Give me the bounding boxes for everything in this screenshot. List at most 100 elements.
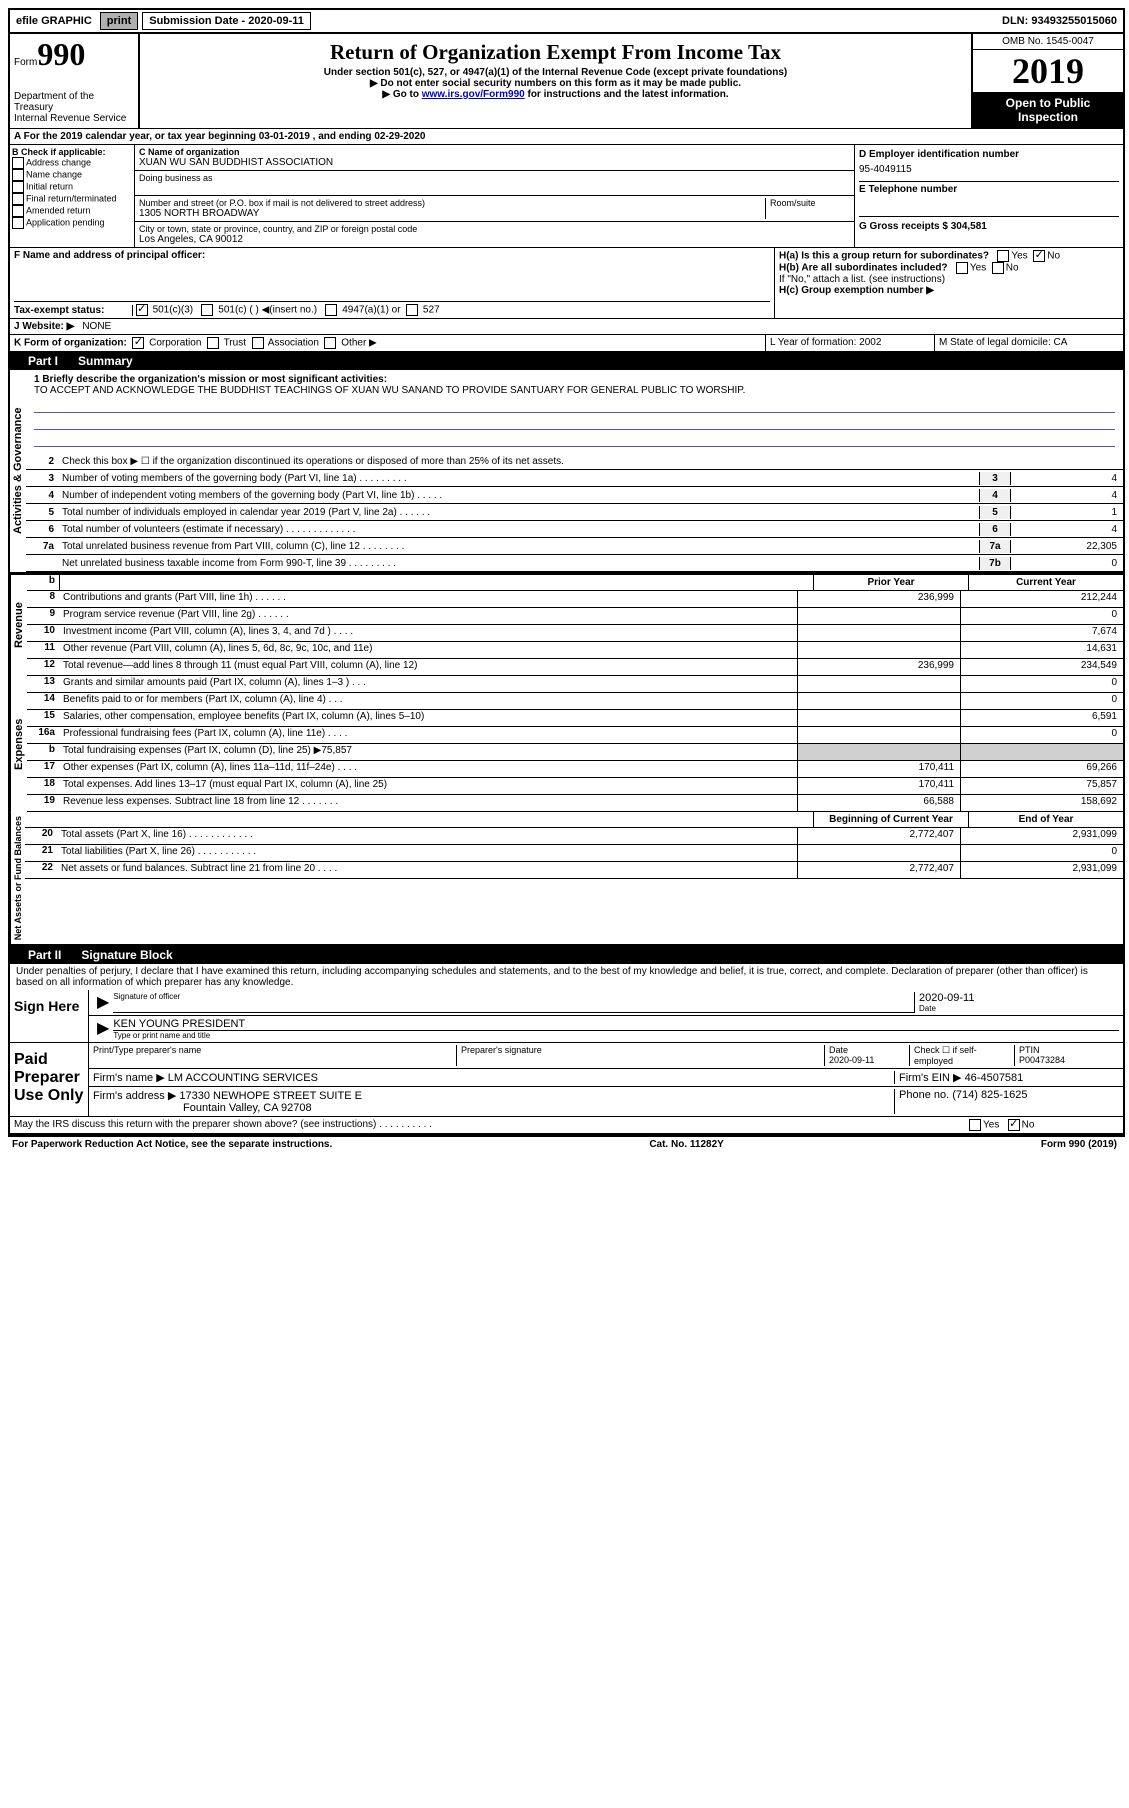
form-container: efile GRAPHIC print Submission Date - 20…: [8, 8, 1125, 1137]
ein-cell: D Employer identification number 95-4049…: [859, 147, 1119, 182]
summary-line: 10Investment income (Part VIII, column (…: [27, 625, 1123, 642]
open-public: Open to Public Inspection: [973, 92, 1123, 128]
sign-here-section: Sign Here ▶ Signature of officer 2020-09…: [10, 990, 1123, 1043]
ha-row: H(a) Is this a group return for subordin…: [779, 250, 1119, 262]
4947-checkbox[interactable]: [325, 304, 337, 316]
section-k: K Form of organization: Corporation Trus…: [10, 335, 1123, 352]
paid-preparer-section: Paid Preparer Use Only Print/Type prepar…: [10, 1043, 1123, 1117]
ha-yes[interactable]: [997, 250, 1009, 262]
501c3-checkbox[interactable]: [136, 304, 148, 316]
summary-line: 19Revenue less expenses. Subtract line 1…: [27, 795, 1123, 812]
activities-tab: Activities & Governance: [10, 370, 26, 572]
summary-line: 20Total assets (Part X, line 16) . . . .…: [25, 828, 1123, 845]
dba-cell: Doing business as: [135, 171, 854, 196]
netassets-tab: Net Assets or Fund Balances: [10, 812, 25, 944]
website-row: J Website: ▶ NONE: [10, 319, 1123, 335]
irs-discuss-row: May the IRS discuss this return with the…: [10, 1117, 1123, 1135]
paperwork-notice: For Paperwork Reduction Act Notice, see …: [12, 1139, 332, 1150]
city-state-zip: Los Angeles, CA 90012: [139, 234, 850, 245]
summary-line: 15Salaries, other compensation, employee…: [27, 710, 1123, 727]
hb-no[interactable]: [992, 262, 1004, 274]
ha-no[interactable]: [1033, 250, 1045, 262]
final-checkbox[interactable]: [12, 193, 24, 205]
pending-checkbox[interactable]: [12, 217, 24, 229]
year-box: OMB No. 1545-0047 2019 Open to Public In…: [971, 34, 1123, 128]
footer: For Paperwork Reduction Act Notice, see …: [8, 1137, 1121, 1152]
summary-line: 4Number of independent voting members of…: [26, 487, 1123, 504]
part1-header: Part I Summary: [10, 352, 1123, 370]
phone-cell: E Telephone number: [859, 182, 1119, 217]
summary-line: bTotal fundraising expenses (Part IX, co…: [27, 744, 1123, 761]
tax-year-range: A For the 2019 calendar year, or tax yea…: [10, 129, 429, 144]
summary-line: 11Other revenue (Part VIII, column (A), …: [27, 642, 1123, 659]
ein: 95-4049115: [859, 160, 1119, 179]
mission-box: 1 Briefly describe the organization's mi…: [26, 370, 1123, 453]
form-title: Return of Organization Exempt From Incom…: [144, 40, 967, 65]
topbar: efile GRAPHIC print Submission Date - 20…: [10, 10, 1123, 34]
name-change-checkbox[interactable]: [12, 169, 24, 181]
hb-yes[interactable]: [956, 262, 968, 274]
city-cell: City or town, state or province, country…: [135, 222, 854, 247]
form-prefix: Form: [14, 57, 37, 68]
amended-checkbox[interactable]: [12, 205, 24, 217]
irs-label: Internal Revenue Service: [14, 113, 134, 124]
street-cell: Number and street (or P.O. box if mail i…: [135, 196, 854, 222]
submission-date: Submission Date - 2020-09-11: [142, 12, 311, 30]
cat-no: Cat. No. 11282Y: [649, 1139, 723, 1150]
527-checkbox[interactable]: [406, 304, 418, 316]
trust-checkbox[interactable]: [207, 337, 219, 349]
summary-line: Net unrelated business taxable income fr…: [26, 555, 1123, 572]
discuss-no[interactable]: [1008, 1119, 1020, 1131]
street-address: 1305 NORTH BROADWAY: [139, 208, 765, 219]
expenses-section: Expenses 13Grants and similar amounts pa…: [10, 676, 1123, 812]
summary-line: 17Other expenses (Part IX, column (A), l…: [27, 761, 1123, 778]
website: NONE: [78, 319, 115, 334]
hb-row: H(b) Are all subordinates included? Yes …: [779, 262, 1119, 274]
summary-line: 6Total number of volunteers (estimate if…: [26, 521, 1123, 538]
paid-preparer-label: Paid Preparer Use Only: [10, 1043, 89, 1116]
part2-header: Part II Signature Block: [10, 946, 1123, 964]
section-b: B Check if applicable: Address change Na…: [10, 145, 1123, 248]
rev-exp-na: Revenue b Prior Year Current Year 8Contr…: [10, 574, 1123, 676]
dln: DLN: 93493255015060: [1002, 15, 1123, 27]
firm-name: LM ACCOUNTING SERVICES: [168, 1072, 318, 1084]
summary-line: 22Net assets or fund balances. Subtract …: [25, 862, 1123, 879]
hb-note: If "No," attach a list. (see instruction…: [779, 274, 1119, 285]
b-label: B Check if applicable:: [12, 147, 132, 157]
tax-year: 2019: [973, 50, 1123, 92]
addr-change-checkbox[interactable]: [12, 157, 24, 169]
tax-exempt-row: Tax-exempt status: 501(c)(3) 501(c) ( ) …: [14, 301, 770, 316]
declaration: Under penalties of perjury, I declare th…: [10, 964, 1123, 990]
state-domicile: M State of legal domicile: CA: [934, 335, 1123, 351]
officer-name: KEN YOUNG PRESIDENT: [113, 1018, 1119, 1030]
assoc-checkbox[interactable]: [252, 337, 264, 349]
section-f: F Name and address of principal officer:…: [10, 248, 1123, 319]
print-button[interactable]: print: [100, 12, 138, 30]
expenses-tab: Expenses: [10, 676, 27, 812]
boy-eoy-header: Beginning of Current Year End of Year: [25, 812, 1123, 828]
501c-checkbox[interactable]: [201, 304, 213, 316]
header-row: Form990 Department of the Treasury Inter…: [10, 34, 1123, 129]
arrow-icon: ▶: [93, 1018, 113, 1040]
row-a: A For the 2019 calendar year, or tax yea…: [10, 129, 1123, 145]
initial-checkbox[interactable]: [12, 181, 24, 193]
org-name: XUAN WU SAN BUDDHIST ASSOCIATION: [139, 157, 850, 168]
other-checkbox[interactable]: [324, 337, 336, 349]
revenue-tab: Revenue: [10, 575, 27, 676]
title-box: Return of Organization Exempt From Incom…: [140, 34, 971, 128]
activities-section: Activities & Governance 1 Briefly descri…: [10, 370, 1123, 574]
line-2: 2 Check this box ▶ ☐ if the organization…: [26, 453, 1123, 470]
hc-row: H(c) Group exemption number ▶: [779, 285, 1119, 296]
corp-checkbox[interactable]: [132, 337, 144, 349]
summary-line: 12Total revenue—add lines 8 through 11 (…: [27, 659, 1123, 676]
col-b-checkboxes: B Check if applicable: Address change Na…: [10, 145, 135, 247]
form-990-footer: Form 990 (2019): [1041, 1139, 1117, 1150]
discuss-yes[interactable]: [969, 1119, 981, 1131]
mission-text: TO ACCEPT AND ACKNOWLEDGE THE BUDDHIST T…: [34, 385, 1115, 396]
subtitle-1: Under section 501(c), 527, or 4947(a)(1)…: [144, 67, 967, 78]
subtitle-2: ▶ Do not enter social security numbers o…: [144, 78, 967, 89]
irs-link[interactable]: www.irs.gov/Form990: [422, 89, 525, 100]
col-c: C Name of organization XUAN WU SAN BUDDH…: [135, 145, 855, 247]
form-number-box: Form990 Department of the Treasury Inter…: [10, 34, 140, 128]
gross-receipts: G Gross receipts $ 304,581: [859, 217, 1119, 236]
